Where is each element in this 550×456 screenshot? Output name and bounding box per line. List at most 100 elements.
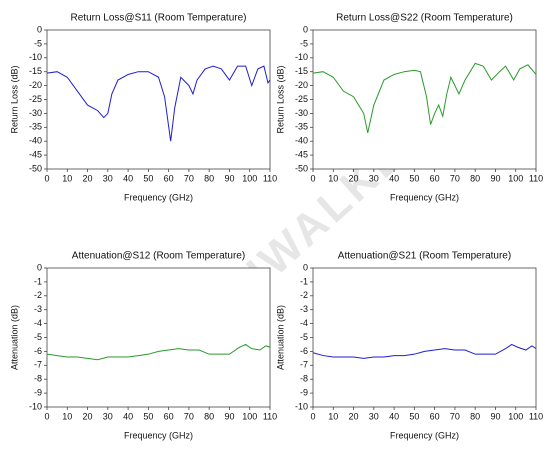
y-axis-label: Attenuation (dB) [275, 305, 285, 370]
y-tick-label: -50 [295, 163, 308, 173]
y-tick-label: 0 [303, 24, 308, 34]
y-tick-label: -3 [34, 304, 42, 314]
plot-area [46, 29, 271, 170]
y-tick-label: -25 [295, 94, 308, 104]
x-tick-label: 80 [204, 411, 214, 421]
x-tick-label: 60 [164, 173, 174, 183]
y-tick-label: -9 [34, 387, 42, 397]
y-tick-label: -25 [29, 94, 42, 104]
plot-area [46, 267, 271, 408]
x-tick-label: 100 [508, 173, 523, 183]
x-tick-label: 100 [242, 173, 257, 183]
x-tick-label: 80 [470, 411, 480, 421]
y-tick-label: 0 [37, 262, 42, 272]
x-tick-label: 0 [44, 411, 49, 421]
y-tick-label: -7 [34, 360, 42, 370]
chart-panel: Return Loss@S22 (Room Temperature) Freque… [275, 13, 543, 203]
y-tick-label: -6 [300, 346, 308, 356]
y-tick-label: -1 [34, 276, 42, 286]
chart-title: Return Loss@S11 (Room Temperature) [71, 13, 247, 24]
y-tick-label: -20 [295, 80, 308, 90]
y-tick-label: -40 [295, 136, 308, 146]
x-tick-label: 40 [389, 173, 399, 183]
x-tick-label: 10 [62, 173, 72, 183]
data-line [46, 65, 271, 142]
chart-title: Return Loss@S22 (Room Temperature) [336, 13, 513, 24]
y-tick-label: -9 [300, 387, 308, 397]
x-tick-label: 110 [529, 173, 543, 183]
y-tick-label: -4 [34, 318, 42, 328]
x-tick-label: 40 [389, 411, 399, 421]
y-tick-label: -1 [300, 276, 308, 286]
y-tick-label: -8 [300, 374, 308, 384]
x-tick-label: 20 [349, 411, 359, 421]
x-tick-label: 70 [184, 173, 194, 183]
y-tick-label: -20 [29, 80, 42, 90]
x-tick-label: 10 [62, 411, 72, 421]
y-axis-label: Return Loss (dB) [9, 65, 19, 133]
y-tick-label: -35 [295, 122, 308, 132]
x-tick-label: 20 [83, 173, 93, 183]
data-line [312, 343, 537, 359]
y-tick-label: -8 [34, 374, 42, 384]
y-tick-label: -10 [29, 401, 42, 411]
x-axis-label: Frequency (GHz) [390, 430, 459, 440]
x-axis-label: Frequency (GHz) [390, 192, 459, 202]
y-tick-label: -5 [34, 332, 42, 342]
x-tick-label: 90 [224, 411, 234, 421]
x-tick-label: 50 [409, 411, 419, 421]
x-tick-label: 20 [349, 173, 359, 183]
y-tick-label: -45 [295, 149, 308, 159]
x-tick-label: 10 [328, 411, 338, 421]
y-tick-label: -5 [300, 332, 308, 342]
chart-title: Attenuation@S21 (Room Temperature) [338, 251, 511, 262]
y-tick-label: -30 [295, 108, 308, 118]
x-tick-label: 60 [164, 411, 174, 421]
x-axis-label: Frequency (GHz) [124, 192, 193, 202]
x-tick-label: 90 [490, 411, 500, 421]
x-tick-label: 110 [529, 411, 543, 421]
x-tick-label: 70 [450, 411, 460, 421]
x-tick-label: 60 [430, 173, 440, 183]
chart-panel: Return Loss@S11 (Room Temperature) Freque… [9, 13, 277, 203]
x-tick-label: 20 [83, 411, 93, 421]
y-tick-label: -6 [34, 346, 42, 356]
y-tick-label: -30 [29, 108, 42, 118]
data-line [312, 62, 537, 133]
chart-panel: Attenuation@S21 (Room Temperature) Freque… [275, 251, 543, 441]
y-tick-label: -50 [29, 163, 42, 173]
y-tick-label: -5 [300, 38, 308, 48]
x-tick-label: 80 [204, 173, 214, 183]
x-tick-label: 30 [369, 173, 379, 183]
x-tick-label: 90 [224, 173, 234, 183]
y-tick-label: -5 [34, 38, 42, 48]
x-axis-label: Frequency (GHz) [124, 430, 193, 440]
y-tick-label: -3 [300, 304, 308, 314]
x-tick-label: 40 [123, 173, 133, 183]
plot-area [312, 29, 537, 170]
x-tick-label: 40 [123, 411, 133, 421]
y-tick-label: -4 [300, 318, 308, 328]
x-tick-label: 30 [103, 411, 113, 421]
x-tick-label: 60 [430, 411, 440, 421]
y-tick-label: -7 [300, 360, 308, 370]
x-tick-label: 70 [184, 411, 194, 421]
data-line [46, 343, 271, 361]
chart-title: Attenuation@S12 (Room Temperature) [72, 251, 245, 262]
x-tick-label: 0 [310, 173, 315, 183]
y-tick-label: -10 [295, 52, 308, 62]
y-tick-label: -15 [29, 66, 42, 76]
y-axis-label: Attenuation (dB) [9, 305, 19, 370]
y-tick-label: 0 [303, 262, 308, 272]
y-tick-label: -45 [29, 149, 42, 159]
x-tick-label: 80 [470, 173, 480, 183]
y-tick-label: -15 [295, 66, 308, 76]
x-tick-label: 0 [310, 411, 315, 421]
plot-area [312, 267, 537, 408]
x-tick-label: 110 [263, 411, 277, 421]
y-tick-label: -35 [29, 122, 42, 132]
x-tick-label: 50 [143, 173, 153, 183]
x-tick-label: 30 [369, 411, 379, 421]
